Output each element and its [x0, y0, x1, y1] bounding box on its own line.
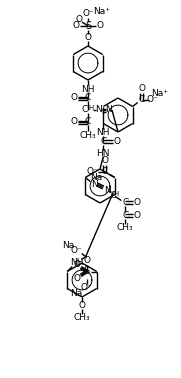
Text: O: O	[101, 156, 108, 165]
Text: O⁻: O⁻	[82, 9, 94, 19]
Text: H: H	[114, 191, 119, 197]
Text: C: C	[100, 137, 106, 146]
Text: C: C	[122, 211, 128, 220]
Text: Na: Na	[91, 173, 103, 182]
Text: N: N	[96, 105, 102, 115]
Text: O⁻: O⁻	[87, 167, 99, 176]
Text: O: O	[134, 211, 141, 220]
Text: O: O	[71, 93, 77, 102]
Text: O⁻: O⁻	[81, 283, 93, 292]
Text: Na: Na	[63, 241, 75, 250]
Text: C: C	[122, 198, 128, 207]
Text: C: C	[139, 95, 145, 104]
Text: O: O	[73, 22, 79, 31]
Text: O: O	[85, 33, 92, 42]
Text: C: C	[82, 105, 88, 115]
Text: Na⁺: Na⁺	[151, 89, 168, 98]
Text: HN: HN	[96, 149, 110, 158]
Text: S: S	[84, 266, 90, 276]
Text: S: S	[85, 21, 91, 31]
Text: NH: NH	[71, 258, 84, 267]
Text: O: O	[75, 14, 83, 23]
Text: NH: NH	[81, 85, 95, 93]
Text: NH: NH	[96, 128, 110, 137]
Text: O⁻: O⁻	[147, 95, 159, 104]
Text: O: O	[73, 274, 80, 283]
Text: C: C	[85, 93, 91, 102]
Text: O: O	[134, 198, 141, 207]
Text: Na: Na	[71, 289, 83, 298]
Text: CH₃: CH₃	[117, 223, 134, 232]
Text: N: N	[106, 105, 112, 115]
Text: Na⁺: Na⁺	[94, 6, 110, 15]
Text: O: O	[83, 256, 90, 265]
Text: H: H	[88, 105, 94, 111]
Text: N: N	[104, 186, 111, 195]
Text: C: C	[102, 167, 108, 176]
Text: O: O	[96, 22, 104, 31]
Text: CH₃: CH₃	[80, 130, 96, 139]
Text: O: O	[79, 302, 85, 310]
Text: O: O	[73, 260, 80, 269]
Text: C: C	[85, 118, 91, 127]
Text: O⁻: O⁻	[71, 246, 83, 255]
Text: CH₃: CH₃	[74, 313, 90, 322]
Text: C: C	[111, 191, 116, 200]
Text: N: N	[91, 180, 98, 189]
Text: O: O	[71, 118, 77, 127]
Text: O: O	[114, 137, 121, 146]
Text: O: O	[138, 84, 145, 93]
